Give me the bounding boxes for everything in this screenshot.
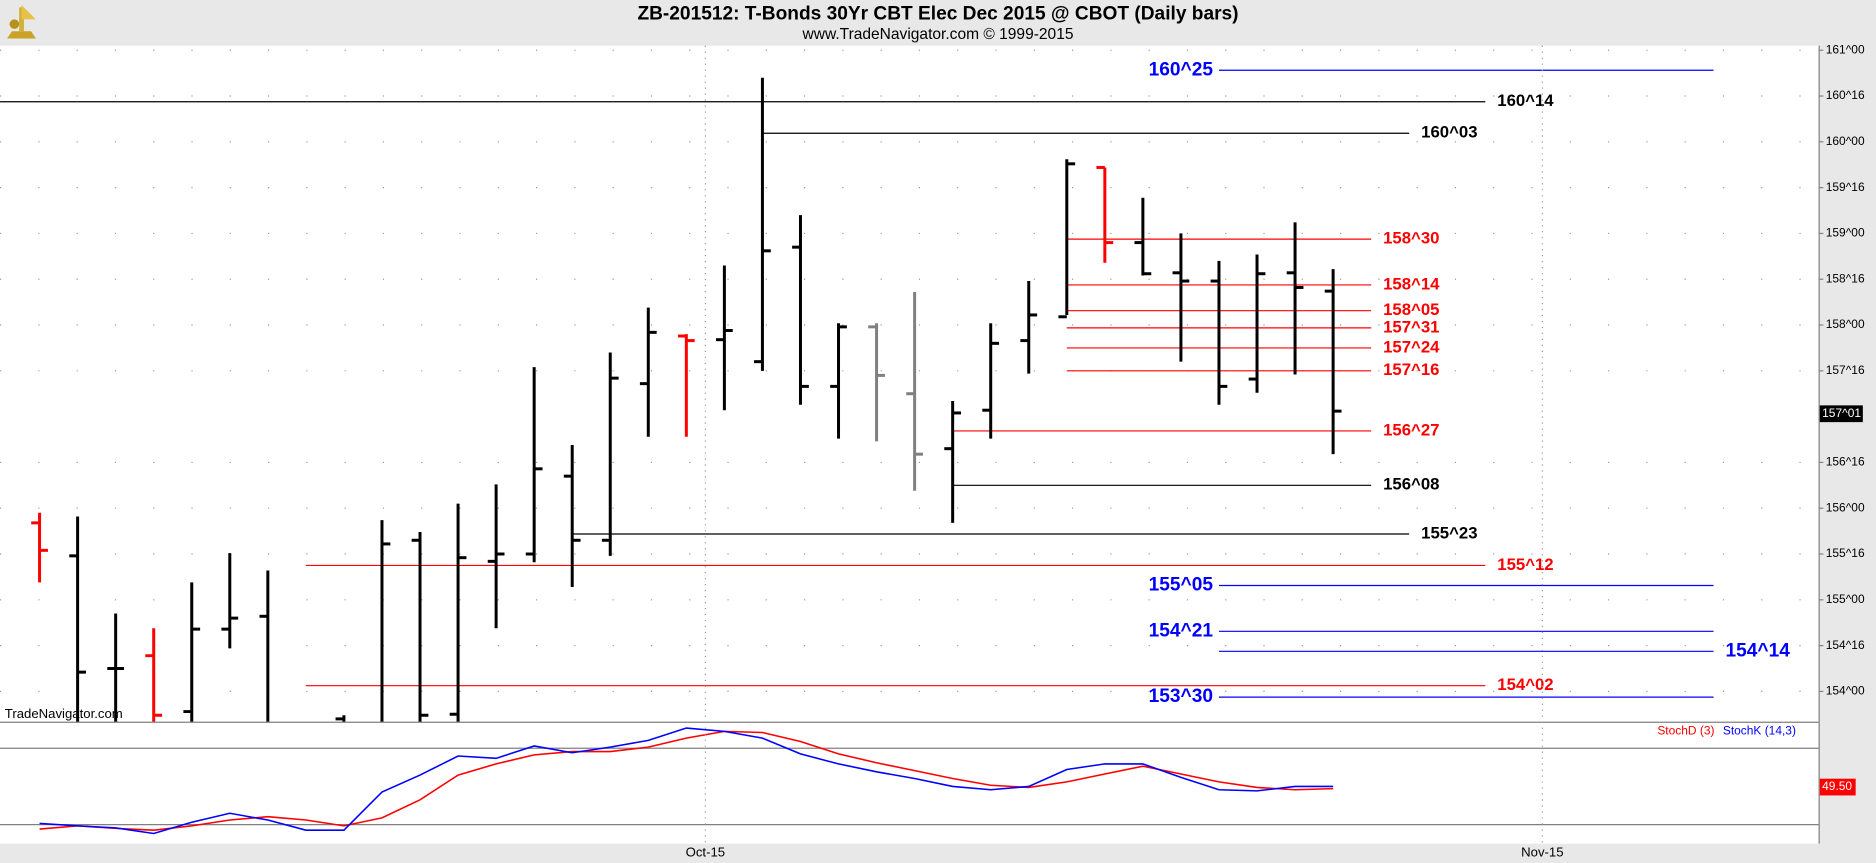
axes: 161^00 160^16 160^00 159^16 159^00 158^16 158^… bbox=[686, 42, 1865, 859]
level-label: 155^05 bbox=[1149, 575, 1214, 596]
plot-area bbox=[0, 45, 1819, 844]
y-tick-label: 156^16 bbox=[1826, 455, 1865, 469]
y-tick-label: 159^16 bbox=[1826, 180, 1865, 194]
y-tick-label: 156^00 bbox=[1826, 500, 1865, 514]
y-tick-label: 160^00 bbox=[1826, 134, 1865, 148]
level-label: 157^24 bbox=[1383, 337, 1440, 356]
stoch-line bbox=[39, 727, 1334, 835]
y-tick-label: 158^00 bbox=[1826, 317, 1865, 331]
level-label: 157^16 bbox=[1383, 360, 1439, 379]
level-label: 154^14 bbox=[1726, 640, 1791, 661]
y-tick-label: 161^00 bbox=[1826, 42, 1865, 56]
chart-title: ZB-201512: T-Bonds 30Yr CBT Elec Dec 201… bbox=[637, 4, 1238, 25]
legend-entry: StochD (3) bbox=[1657, 723, 1714, 737]
y-tick-label: 159^00 bbox=[1826, 226, 1865, 240]
y-tick-label: 155^16 bbox=[1826, 546, 1865, 560]
y-tick-label: 158^16 bbox=[1826, 271, 1865, 285]
level-label: 160^25 bbox=[1149, 59, 1214, 80]
level-label: 156^08 bbox=[1383, 475, 1439, 494]
x-tick-label: Nov-15 bbox=[1521, 845, 1563, 860]
level-label: 158^30 bbox=[1383, 229, 1439, 248]
level-label: 155^12 bbox=[1497, 555, 1553, 574]
level-label: 157^31 bbox=[1383, 317, 1439, 336]
watermark: TradeNavigator.com bbox=[5, 706, 123, 721]
level-label: 154^02 bbox=[1497, 675, 1553, 694]
level-label: 153^30 bbox=[1149, 686, 1213, 707]
x-tick-label: Oct-15 bbox=[686, 845, 725, 860]
level-label: 154^21 bbox=[1149, 620, 1214, 641]
chart-subtitle: www.TradeNavigator.com © 1999-2015 bbox=[802, 26, 1074, 43]
level-label: 160^14 bbox=[1497, 91, 1554, 110]
last-value-label: 49.50 bbox=[1822, 779, 1852, 793]
logo bbox=[7, 4, 36, 39]
last-price-box bbox=[1819, 405, 1863, 423]
stoch-panel bbox=[0, 727, 1819, 835]
price-panel bbox=[0, 49, 1819, 722]
last-value-box bbox=[1819, 778, 1856, 796]
y-tick-label: 160^16 bbox=[1826, 88, 1865, 102]
level-label: 156^27 bbox=[1383, 420, 1439, 439]
legend-entry: StochK (14,3) bbox=[1723, 723, 1796, 737]
level-label: 158^14 bbox=[1383, 274, 1440, 293]
last-price-label: 157^01 bbox=[1822, 406, 1861, 420]
level-label: 160^03 bbox=[1421, 123, 1477, 142]
level-label: 155^23 bbox=[1421, 523, 1477, 542]
y-tick-label: 154^00 bbox=[1826, 684, 1865, 698]
y-tick-label: 157^16 bbox=[1826, 363, 1865, 377]
y-tick-label: 155^00 bbox=[1826, 592, 1865, 606]
y-tick-label: 154^16 bbox=[1826, 638, 1865, 652]
level-label: 158^05 bbox=[1383, 300, 1439, 319]
